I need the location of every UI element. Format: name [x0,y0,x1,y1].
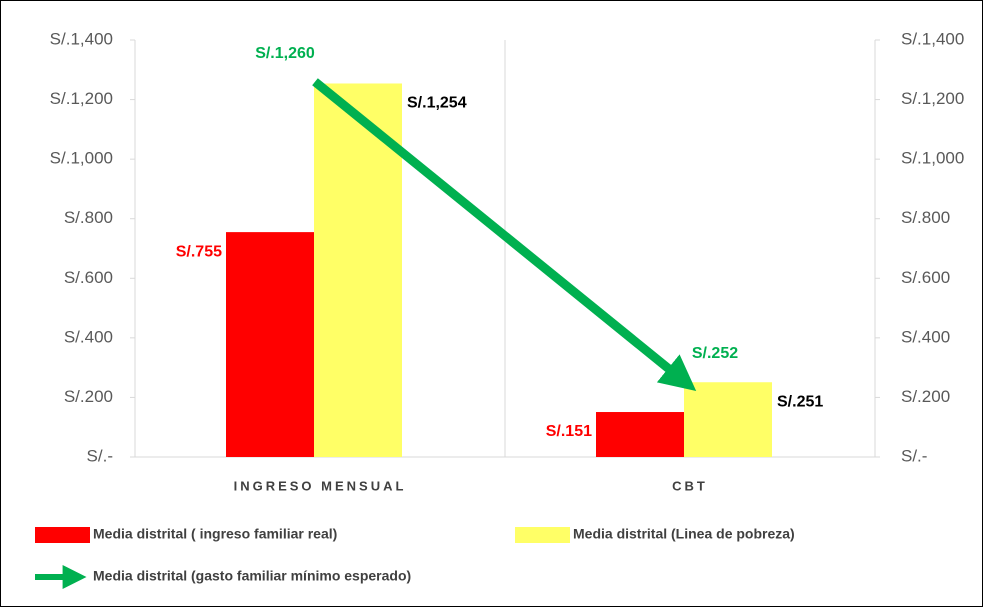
legend-swatch [515,527,570,543]
y2-tick-label: S/.1,000 [901,149,964,168]
data-label: S/.755 [176,243,222,260]
y-tick-label: S/.1,200 [50,89,113,108]
y-tick-label: S/.1,400 [50,29,113,48]
y2-tick-label: S/.400 [901,327,950,346]
y-tick-label: S/.400 [64,327,113,346]
x-tick-label: CBT [672,478,708,493]
legend-label: Media distrital (Linea de pobreza) [573,526,795,542]
y2-tick-label: S/.800 [901,208,950,227]
data-label: S/.252 [692,345,738,362]
y-tick-label: S/.600 [64,268,113,287]
y-tick-label: S/.200 [64,387,113,406]
data-label: S/.151 [546,423,592,440]
bar [596,412,684,457]
y-tick-label: S/.1,000 [50,149,113,168]
bar [226,232,314,457]
y2-tick-label: S/.1,200 [901,89,964,108]
y2-tick-label: S/.200 [901,387,950,406]
y2-tick-label: S/.600 [901,268,950,287]
data-label: S/.1,260 [255,45,315,62]
y2-tick-label: S/.1,400 [901,29,964,48]
data-label: S/.251 [777,393,823,410]
legend-label: Media distrital (gasto familiar mínimo e… [93,568,411,584]
data-label: S/.1,254 [407,95,467,112]
line [312,78,697,392]
x-tick-label: INGRESO MENSUAL [234,478,407,493]
y-tick-label: S/.- [87,446,113,465]
legend-swatch [35,527,90,543]
y-tick-label: S/.800 [64,208,113,227]
bar [684,382,772,457]
y2-tick-label: S/.- [901,446,927,465]
legend-label: Media distrital ( ingreso familiar real) [93,526,337,542]
